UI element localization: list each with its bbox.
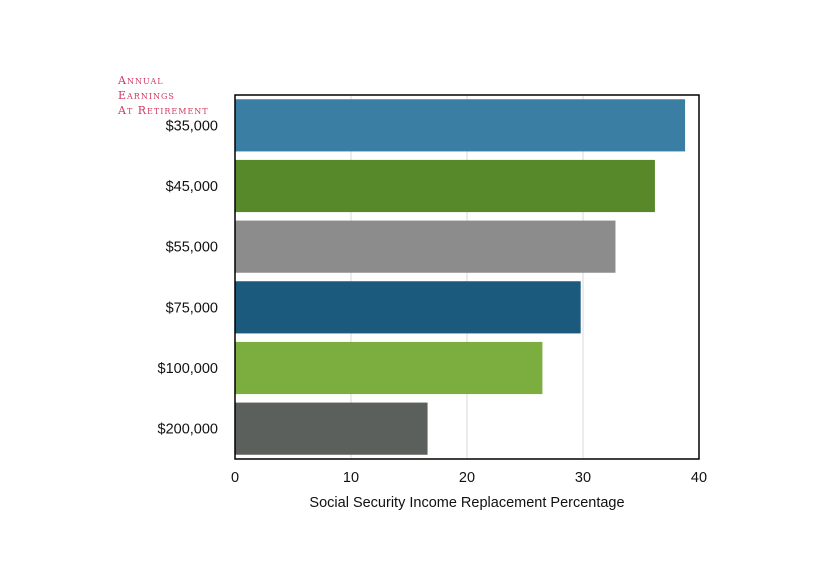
x-axis-title: Social Security Income Replacement Perce… bbox=[309, 495, 624, 511]
plot-frame bbox=[234, 94, 700, 460]
bar-2 bbox=[235, 220, 616, 273]
x-tick-label-0: 0 bbox=[231, 470, 239, 486]
category-axis-title-line-1: Annual bbox=[117, 74, 164, 87]
category-label-5: $200,000 bbox=[158, 422, 218, 438]
bar-5 bbox=[235, 402, 428, 455]
bar-4 bbox=[235, 341, 543, 395]
category-axis-title-line-2: Earnings bbox=[118, 89, 175, 102]
category-label-4: $100,000 bbox=[158, 361, 218, 377]
x-tick-label-1: 10 bbox=[343, 470, 359, 486]
category-label-2: $55,000 bbox=[166, 240, 218, 256]
bar-1 bbox=[235, 159, 655, 213]
bar-3 bbox=[235, 281, 581, 334]
x-tick-label-4: 40 bbox=[691, 470, 707, 486]
bar-0 bbox=[235, 99, 686, 152]
x-tick-label-2: 20 bbox=[459, 470, 475, 486]
x-tick-labels: 0 10 20 30 40 bbox=[231, 470, 707, 486]
x-tick-label-3: 30 bbox=[575, 470, 591, 486]
category-label-3: $75,000 bbox=[166, 300, 218, 316]
gridlines bbox=[350, 95, 584, 459]
category-labels: $35,000 $45,000 $55,000 $75,000 $100,000 $200… bbox=[158, 118, 218, 437]
category-axis-title-line-3: At Retirement bbox=[117, 104, 209, 117]
category-label-1: $45,000 bbox=[166, 179, 218, 195]
category-label-0: $35,000 bbox=[166, 118, 218, 134]
bars bbox=[235, 99, 686, 455]
